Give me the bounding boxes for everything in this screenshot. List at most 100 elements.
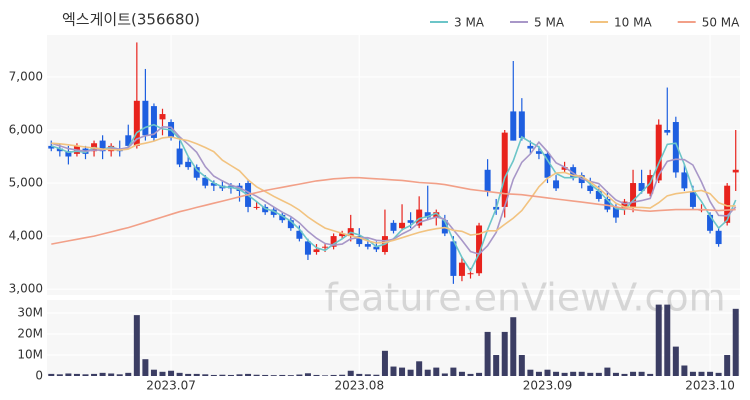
volume-bar [501, 331, 508, 376]
candle-body [595, 191, 602, 199]
volume-bar [330, 374, 337, 376]
volume-bar [724, 355, 731, 376]
volume-bar [450, 367, 457, 376]
candle-body [287, 220, 294, 229]
candle-body [202, 177, 209, 186]
volume-bar [313, 374, 320, 376]
volume-bar [467, 373, 474, 376]
candle-body [210, 183, 217, 186]
volume-bar [202, 374, 209, 376]
ma-line [51, 176, 736, 245]
volume-bar [535, 371, 542, 376]
volume-bar [424, 369, 431, 376]
volume-bar [176, 372, 183, 376]
volume-bar [647, 373, 654, 376]
volume-bar [715, 372, 722, 376]
volume-bar [587, 372, 594, 376]
volume-bar [65, 373, 72, 376]
candle-body [364, 244, 371, 247]
candle-body [390, 222, 397, 231]
legend-label: 3 MA [454, 16, 485, 30]
volume-bar [133, 315, 140, 376]
volume-bar [407, 369, 414, 376]
volume-bar [373, 374, 380, 376]
candle-body [185, 161, 192, 168]
candle-body [689, 191, 696, 207]
candle-body [715, 230, 722, 245]
candle-body [484, 169, 491, 191]
volume-bar [219, 374, 226, 376]
volume-bar [210, 374, 217, 376]
volume-bar [347, 370, 354, 376]
volume-bar [287, 375, 294, 376]
volume-bar [638, 371, 645, 376]
candle-body [450, 241, 457, 276]
candle-body [356, 236, 363, 245]
candle-body [424, 212, 431, 218]
volume-bar [142, 359, 149, 376]
candle-body [501, 132, 508, 207]
volume-bar [527, 369, 534, 376]
volume-tick-label: 30M [17, 306, 43, 320]
candle-body [732, 169, 739, 173]
volume-bar [672, 346, 679, 376]
volume-bar [270, 375, 277, 376]
candle-body [647, 175, 654, 194]
volume-bar [681, 365, 688, 376]
candle-body [604, 198, 611, 210]
candle-body [476, 225, 483, 274]
volume-bar [630, 371, 637, 376]
y-tick-label: 7,000 [9, 69, 43, 83]
volume-bar [484, 331, 491, 376]
volume-bar [56, 374, 63, 376]
candle-body [330, 236, 337, 247]
volume-bar [595, 372, 602, 376]
candle-body [142, 100, 149, 136]
volume-bar [227, 374, 234, 376]
volume-bar [416, 361, 423, 376]
candle-body [99, 140, 106, 152]
volume-bar [510, 317, 517, 376]
volume-bar [168, 370, 175, 376]
candle-body [65, 151, 72, 157]
candle-body [672, 122, 679, 173]
candle-body [193, 167, 200, 178]
volume-bar [125, 372, 132, 376]
volume-bar [433, 367, 440, 376]
volume-bar [518, 355, 525, 376]
candle-body [544, 153, 551, 178]
ma-line [51, 125, 737, 256]
volume-tick-label: 0 [35, 369, 43, 383]
candle-body [664, 129, 671, 133]
candle-body [433, 212, 440, 218]
volume-bar [570, 371, 577, 376]
candle-body [510, 111, 517, 141]
volume-bar [339, 374, 346, 376]
candle-body [707, 214, 714, 231]
candle-body [262, 206, 269, 213]
candle-body [553, 180, 560, 189]
volume-bar [322, 375, 329, 376]
candle-body [279, 214, 286, 221]
y-tick-label: 3,000 [9, 282, 43, 296]
chart-title: 엑스게이트(356680) [62, 11, 200, 29]
candle-body [681, 172, 688, 189]
candle-body [535, 151, 542, 154]
candle-body [655, 124, 662, 181]
candle-body [612, 206, 619, 218]
candle-body [527, 145, 534, 149]
volume-bar [245, 373, 252, 376]
candle-body [322, 246, 329, 248]
legend-label: 50 MA [702, 16, 740, 30]
volume-bar [698, 371, 705, 376]
volume-bar [381, 350, 388, 376]
candle-body [587, 185, 594, 191]
legend-label: 5 MA [534, 16, 565, 30]
x-tick-label: 2023.07 [146, 379, 196, 393]
volume-bar [689, 371, 696, 376]
volume-tick-label: 20M [17, 327, 43, 341]
volume-bar [73, 373, 80, 376]
candle-body [56, 148, 63, 152]
candle-body [407, 220, 414, 223]
volume-bar [458, 371, 465, 376]
